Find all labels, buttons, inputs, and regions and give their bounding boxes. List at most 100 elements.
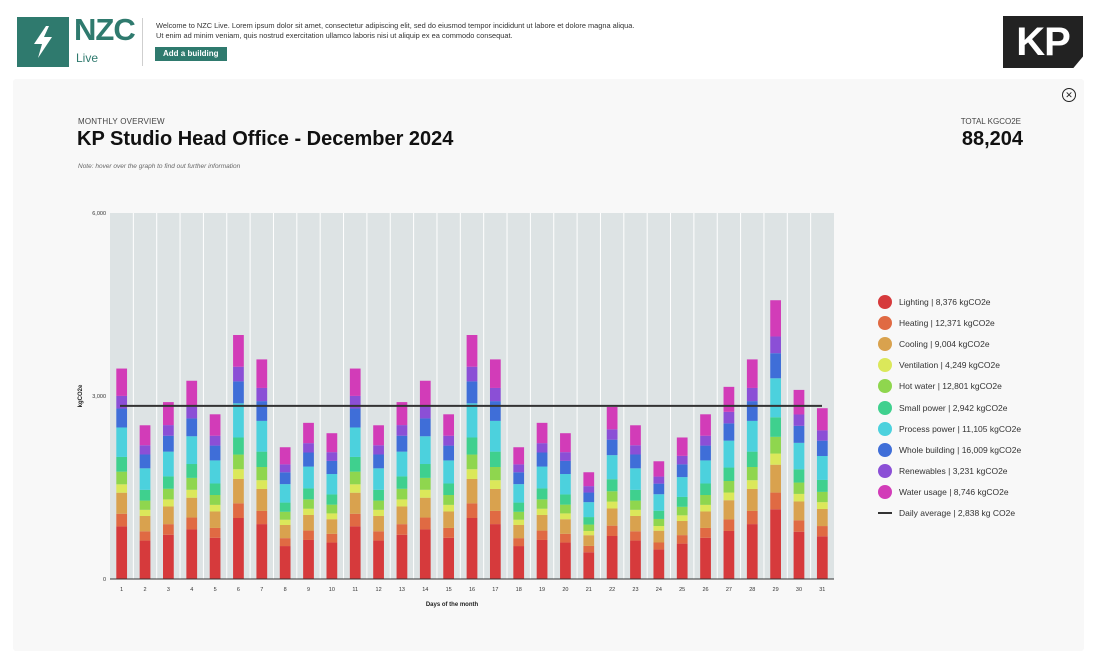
bar-segment-cooling[interactable] — [233, 478, 244, 504]
bar-segment-hot-water[interactable] — [326, 504, 338, 514]
bar-segment-lighting[interactable] — [560, 542, 571, 579]
bar-segment-cooling[interactable] — [489, 488, 501, 511]
bar-segment-small-power[interactable] — [513, 502, 525, 512]
bar-segment-hot-water[interactable] — [793, 482, 805, 494]
bar-segment-water-usage[interactable] — [560, 433, 571, 453]
bar-segment-ventilation[interactable] — [396, 499, 408, 507]
bar-segment-water-usage[interactable] — [536, 422, 548, 444]
bar-segment-water-usage[interactable] — [326, 433, 338, 453]
bar-segment-lighting[interactable] — [793, 531, 805, 579]
bar-segment-lighting[interactable] — [676, 543, 688, 579]
bar-segment-ventilation[interactable] — [279, 519, 291, 525]
legend-item[interactable]: Process power | 11,105 kgCO2e — [878, 418, 1021, 439]
bar-segment-small-power[interactable] — [373, 489, 384, 501]
bar-segment-water-usage[interactable] — [793, 389, 805, 415]
bar-segment-small-power[interactable] — [349, 456, 361, 472]
bar-segment-process-power[interactable] — [513, 484, 525, 503]
bar-segment-small-power[interactable] — [746, 451, 758, 468]
bar-segment-hot-water[interactable] — [466, 454, 478, 470]
bar-segment-hot-water[interactable] — [513, 511, 525, 520]
bar-segment-renewables[interactable] — [326, 452, 338, 461]
bar-segment-lighting[interactable] — [770, 509, 781, 579]
bar-segment-ventilation[interactable] — [116, 484, 128, 493]
bar-segment-cooling[interactable] — [209, 511, 221, 528]
bar-segment-process-power[interactable] — [279, 484, 291, 503]
bar-segment-cooling[interactable] — [653, 530, 665, 543]
bar-segment-heating[interactable] — [373, 531, 384, 541]
bar-segment-heating[interactable] — [116, 513, 128, 527]
legend-item[interactable]: Cooling | 9,004 kgCO2e — [878, 333, 1021, 354]
bar-segment-small-power[interactable] — [536, 488, 548, 500]
bar-segment-small-power[interactable] — [630, 489, 641, 501]
bar-segment-ventilation[interactable] — [536, 508, 548, 515]
bar-segment-whole-building[interactable] — [513, 472, 525, 485]
bar-segment-heating[interactable] — [139, 531, 151, 541]
bar-segment-process-power[interactable] — [466, 403, 478, 438]
bar-segment-water-usage[interactable] — [233, 335, 244, 367]
bar-segment-small-power[interactable] — [793, 469, 805, 483]
bar-segment-water-usage[interactable] — [419, 380, 431, 407]
bar-segment-whole-building[interactable] — [723, 423, 735, 441]
bar-segment-lighting[interactable] — [279, 546, 291, 579]
bar-segment-heating[interactable] — [816, 526, 828, 537]
bar-segment-lighting[interactable] — [326, 542, 338, 579]
bar-segment-hot-water[interactable] — [303, 499, 314, 509]
bar-segment-ventilation[interactable] — [163, 499, 174, 507]
bar-segment-hot-water[interactable] — [700, 495, 711, 505]
bar-segment-small-power[interactable] — [326, 494, 338, 505]
bar-segment-lighting[interactable] — [746, 524, 758, 579]
bar-segment-hot-water[interactable] — [723, 481, 735, 493]
bar-segment-process-power[interactable] — [700, 460, 711, 484]
bar-segment-hot-water[interactable] — [746, 467, 758, 481]
bar-segment-lighting[interactable] — [513, 546, 525, 579]
bar-segment-ventilation[interactable] — [653, 526, 665, 531]
bar-segment-heating[interactable] — [606, 525, 618, 536]
bar-segment-renewables[interactable] — [349, 395, 361, 409]
bar-segment-water-usage[interactable] — [163, 402, 174, 426]
bar-segment-ventilation[interactable] — [349, 484, 361, 493]
bar-segment-ventilation[interactable] — [326, 513, 338, 520]
bar-segment-cooling[interactable] — [746, 488, 758, 511]
bar-segment-process-power[interactable] — [373, 468, 384, 490]
bar-segment-lighting[interactable] — [583, 552, 595, 579]
bar-segment-cooling[interactable] — [700, 511, 711, 528]
bar-segment-hot-water[interactable] — [606, 491, 618, 502]
bar-segment-whole-building[interactable] — [256, 401, 268, 421]
bar-segment-lighting[interactable] — [349, 526, 361, 579]
bar-segment-renewables[interactable] — [816, 430, 828, 441]
bar-segment-process-power[interactable] — [326, 474, 338, 495]
bar-segment-lighting[interactable] — [489, 524, 501, 579]
bar-segment-whole-building[interactable] — [163, 435, 174, 452]
bar-segment-cooling[interactable] — [396, 506, 408, 525]
bar-segment-hot-water[interactable] — [209, 495, 221, 505]
bar-segment-water-usage[interactable] — [443, 414, 455, 436]
close-icon[interactable]: ✕ — [1062, 88, 1076, 102]
bar-segment-cooling[interactable] — [630, 515, 641, 532]
bar-segment-water-usage[interactable] — [373, 425, 384, 446]
bar-segment-cooling[interactable] — [186, 497, 198, 518]
bar-segment-ventilation[interactable] — [513, 519, 525, 525]
bar-segment-small-power[interactable] — [770, 417, 781, 437]
bar-segment-water-usage[interactable] — [816, 408, 828, 431]
bar-segment-heating[interactable] — [443, 527, 455, 538]
bar-segment-heating[interactable] — [303, 530, 314, 540]
bar-segment-lighting[interactable] — [466, 518, 478, 579]
bar-segment-small-power[interactable] — [443, 483, 455, 496]
bar-segment-water-usage[interactable] — [186, 380, 198, 407]
bar-segment-whole-building[interactable] — [700, 445, 711, 461]
bar-segment-whole-building[interactable] — [583, 492, 595, 503]
bar-segment-lighting[interactable] — [373, 540, 384, 579]
bar-segment-renewables[interactable] — [583, 486, 595, 493]
bar-segment-water-usage[interactable] — [396, 402, 408, 426]
bar-segment-heating[interactable] — [233, 503, 244, 518]
bar-segment-whole-building[interactable] — [560, 460, 571, 475]
bar-segment-ventilation[interactable] — [606, 501, 618, 509]
bar-segment-process-power[interactable] — [443, 460, 455, 484]
bar-segment-heating[interactable] — [349, 513, 361, 527]
bar-segment-cooling[interactable] — [583, 535, 595, 546]
bar-segment-water-usage[interactable] — [723, 386, 735, 412]
bar-segment-whole-building[interactable] — [606, 439, 618, 456]
bar-segment-whole-building[interactable] — [396, 435, 408, 452]
bar-segment-process-power[interactable] — [630, 468, 641, 490]
bar-segment-ventilation[interactable] — [793, 493, 805, 502]
